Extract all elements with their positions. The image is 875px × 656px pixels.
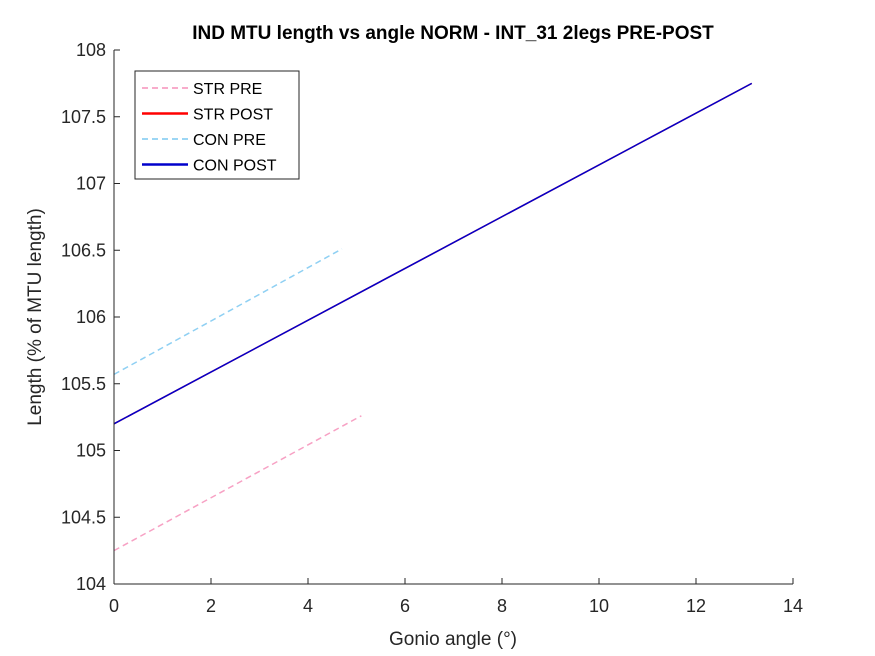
y-tick-label: 107.5 bbox=[61, 107, 106, 127]
series-line-con-pre bbox=[113, 248, 343, 376]
y-tick-label: 105 bbox=[76, 441, 106, 461]
legend: STR PRE STR POST CON PRE CON POST bbox=[134, 70, 300, 180]
x-tick-label: 4 bbox=[303, 596, 313, 616]
legend-box bbox=[134, 70, 300, 180]
x-axis-label: Gonio angle (°) bbox=[389, 629, 517, 650]
y-axis-label: Length (% of MTU length) bbox=[25, 208, 46, 426]
series-line-str-pre bbox=[113, 415, 362, 552]
series-layer bbox=[113, 82, 753, 552]
y-ticks: 104 104.5 105 105.5 106 106.5 107 107.5 108 bbox=[61, 40, 120, 594]
legend-label: STR PRE bbox=[193, 81, 262, 98]
y-tick-label: 107 bbox=[76, 174, 106, 194]
legend-label: CON PRE bbox=[193, 132, 266, 149]
y-tick-label: 106 bbox=[76, 307, 106, 327]
y-tick-label: 106.5 bbox=[61, 240, 106, 260]
x-tick-label: 10 bbox=[589, 596, 609, 616]
x-tick-label: 14 bbox=[783, 596, 803, 616]
y-tick-label: 104 bbox=[76, 574, 106, 594]
legend-label: CON POST bbox=[193, 158, 277, 175]
y-tick-label: 108 bbox=[76, 40, 106, 60]
plot-area: 0 2 4 6 8 10 12 14 104104.5105105.5106106.51071… bbox=[61, 40, 803, 616]
x-ticks: 0 2 4 6 8 10 12 14 bbox=[109, 578, 803, 616]
x-tick-label: 12 bbox=[686, 596, 706, 616]
y-tick-label: 105.5 bbox=[61, 374, 106, 394]
x-tick-label: 8 bbox=[497, 596, 507, 616]
x-tick-label: 2 bbox=[206, 596, 216, 616]
chart-title: IND MTU length vs angle NORM - INT_31 2l… bbox=[192, 23, 714, 44]
y-tick-label: 104.5 bbox=[61, 507, 106, 527]
x-tick-label: 0 bbox=[109, 596, 119, 616]
x-tick-label: 6 bbox=[400, 596, 410, 616]
series-line-con-post bbox=[113, 82, 753, 425]
legend-label: STR POST bbox=[193, 107, 273, 124]
